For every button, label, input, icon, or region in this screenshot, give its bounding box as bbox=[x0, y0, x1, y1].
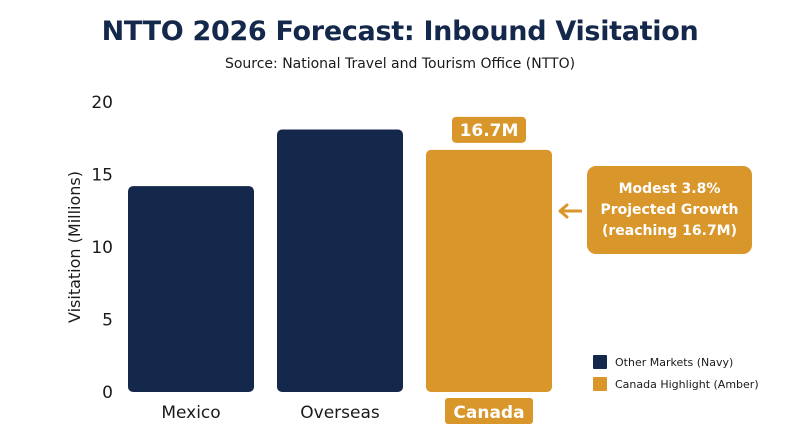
legend-label: Canada Highlight (Amber) bbox=[615, 377, 759, 391]
legend-item-other-markets: Other Markets (Navy) bbox=[593, 352, 759, 372]
callout-line-1: Modest 3.8% bbox=[618, 180, 721, 197]
callout-arrow-head bbox=[558, 203, 569, 219]
bar-overseas bbox=[277, 129, 403, 393]
data-label: 16.7M bbox=[460, 121, 519, 141]
y-tick-label: 5 bbox=[102, 311, 113, 331]
legend-label: Other Markets (Navy) bbox=[615, 355, 734, 369]
x-tick-label: Mexico bbox=[161, 403, 220, 423]
y-tick-label: 15 bbox=[91, 166, 113, 186]
bar-canada bbox=[426, 149, 552, 392]
callout-line-2: Projected Growth bbox=[600, 201, 739, 218]
x-tick-highlight-box bbox=[445, 398, 533, 424]
y-tick-label: 0 bbox=[102, 383, 113, 403]
bar-mexico bbox=[128, 186, 254, 392]
data-label-box bbox=[452, 116, 526, 143]
y-tick-label: 10 bbox=[91, 238, 113, 258]
chart-title: NTTO 2026 Forecast: Inbound Visitation bbox=[101, 16, 699, 47]
callout-line-3: (reaching 16.7M) bbox=[601, 222, 738, 239]
legend-item-canada-highlight: Canada Highlight (Amber) bbox=[593, 374, 759, 394]
legend-swatch-navy bbox=[593, 355, 607, 369]
legend-swatch-amber bbox=[593, 377, 607, 391]
y-tick-label: 20 bbox=[91, 93, 113, 113]
x-tick-label: Canada bbox=[453, 403, 524, 423]
chart-subtitle: Source: National Travel and Tourism Offi… bbox=[224, 56, 576, 72]
growth-callout: Modest 3.8% Projected Growth (reaching 1… bbox=[587, 166, 752, 254]
legend: Other Markets (Navy) Canada Highlight (A… bbox=[593, 352, 759, 396]
x-tick-label: Overseas bbox=[300, 403, 380, 423]
y-axis-label: Visitation (Millions) bbox=[65, 171, 84, 323]
